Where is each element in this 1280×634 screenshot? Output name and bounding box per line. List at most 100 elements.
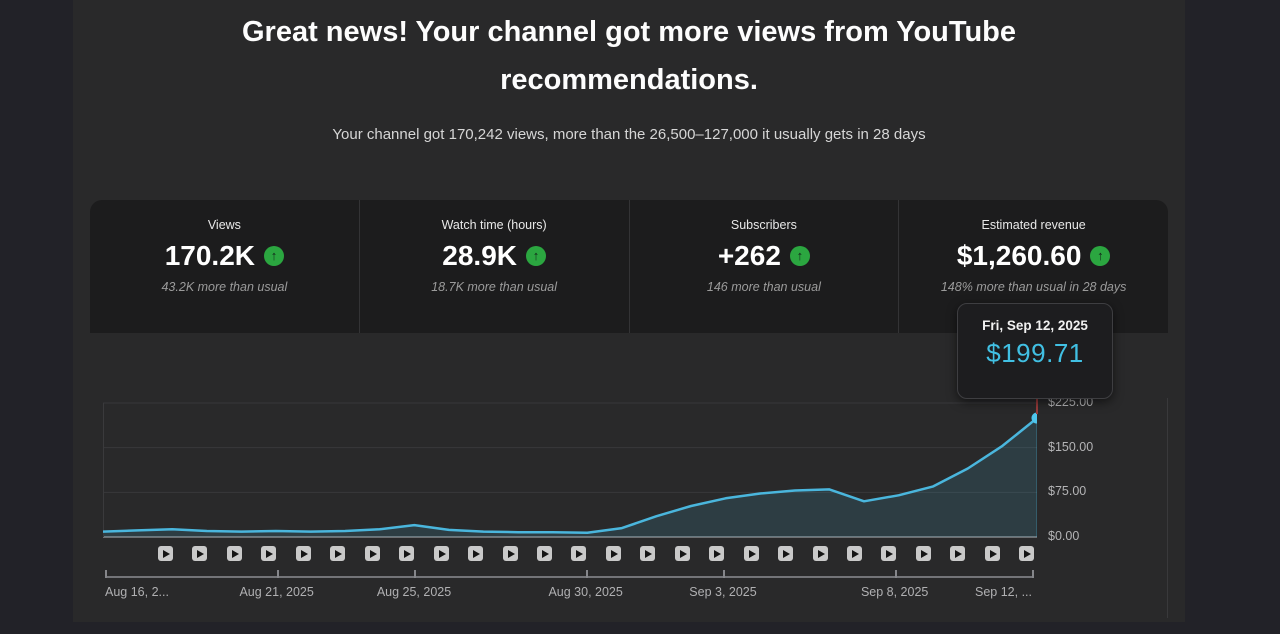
x-axis-label: Sep 8, 2025 bbox=[860, 585, 929, 599]
x-axis-label: Aug 30, 2025 bbox=[548, 585, 623, 599]
play-icon bbox=[645, 549, 653, 558]
metric-value: 170.2K bbox=[164, 240, 256, 271]
play-icon bbox=[783, 549, 791, 558]
play-icon bbox=[989, 549, 997, 558]
trend-up-icon: ↑ bbox=[789, 246, 810, 266]
video-marker[interactable] bbox=[640, 546, 656, 561]
video-marker[interactable] bbox=[226, 546, 242, 561]
metric-value: +262 bbox=[717, 240, 781, 271]
video-marker[interactable] bbox=[605, 546, 621, 561]
section-divider bbox=[1167, 398, 1168, 618]
play-icon bbox=[852, 549, 859, 558]
play-icon bbox=[473, 549, 481, 558]
y-axis-label: $150.00 bbox=[1048, 439, 1094, 454]
play-icon bbox=[197, 549, 205, 558]
trend-up-icon: ↑ bbox=[1090, 246, 1111, 266]
revenue-chart[interactable] bbox=[103, 398, 1037, 539]
metric-label: Views bbox=[207, 218, 241, 232]
video-marker[interactable] bbox=[433, 546, 449, 561]
video-marker[interactable] bbox=[743, 546, 759, 561]
video-marker[interactable] bbox=[536, 546, 552, 561]
x-axis-label: Aug 16, 2... bbox=[105, 585, 169, 599]
x-axis-label: Sep 12, ... bbox=[975, 585, 1032, 599]
video-marker[interactable] bbox=[778, 546, 794, 561]
x-axis-tick bbox=[585, 570, 588, 578]
video-marker[interactable] bbox=[984, 546, 1000, 561]
chart-tooltip: Fri, Sep 12, 2025 $199.71 bbox=[957, 303, 1113, 399]
video-marker[interactable] bbox=[881, 546, 897, 561]
metric-value: $1,260.60 bbox=[956, 240, 1082, 271]
play-icon bbox=[369, 549, 377, 558]
play-icon bbox=[748, 549, 756, 558]
metric-delta: 43.2K more than usual bbox=[161, 280, 288, 294]
metric-label: Watch time (hours) bbox=[441, 218, 547, 232]
video-marker[interactable] bbox=[812, 546, 828, 561]
video-marker[interactable] bbox=[192, 546, 208, 561]
stat-card-subscribers[interactable]: Subscribers +262 ↑ 146 more than usual bbox=[628, 200, 899, 333]
x-axis-tick bbox=[276, 570, 279, 578]
y-axis-label: $75.00 bbox=[1048, 484, 1087, 499]
x-axis-label: Aug 21, 2025 bbox=[239, 585, 314, 599]
metric-value: 28.9K bbox=[442, 240, 517, 271]
metric-delta: 18.7K more than usual bbox=[431, 280, 558, 294]
video-marker[interactable] bbox=[915, 546, 931, 561]
video-marker[interactable] bbox=[847, 546, 862, 561]
video-marker[interactable] bbox=[295, 546, 311, 561]
page-title: Great news! Your channel got more views … bbox=[241, 16, 1017, 96]
video-marker[interactable] bbox=[158, 546, 173, 561]
play-icon bbox=[300, 549, 308, 558]
play-icon bbox=[886, 549, 894, 558]
video-marker[interactable] bbox=[364, 546, 380, 561]
x-axis-tick bbox=[894, 570, 897, 578]
play-icon bbox=[817, 549, 825, 558]
play-icon bbox=[231, 549, 239, 558]
page-subtitle: Your channel got 170,242 views, more tha… bbox=[332, 126, 926, 143]
play-icon bbox=[576, 549, 584, 558]
video-marker[interactable] bbox=[709, 546, 725, 561]
play-icon bbox=[335, 549, 343, 558]
video-marker[interactable] bbox=[674, 546, 690, 561]
video-marker[interactable] bbox=[399, 546, 415, 561]
video-marker[interactable] bbox=[261, 546, 277, 561]
stat-card-estimated-revenue[interactable]: Estimated revenue $1,260.60 ↑ 148% more … bbox=[898, 200, 1168, 333]
play-icon bbox=[955, 549, 963, 558]
metric-tabs-panel: Views 170.2K ↑ 43.2K more than usual Wat… bbox=[90, 200, 1168, 333]
video-marker[interactable] bbox=[571, 546, 587, 561]
x-axis-line bbox=[105, 576, 1032, 578]
play-icon bbox=[1024, 549, 1032, 558]
metric-delta: 146 more than usual bbox=[706, 280, 821, 294]
tooltip-date: Fri, Sep 12, 2025 bbox=[982, 318, 1088, 333]
play-icon bbox=[714, 549, 722, 558]
x-axis-label: Aug 25, 2025 bbox=[376, 585, 452, 599]
y-axis-label: $0.00 bbox=[1048, 529, 1080, 543]
video-marker[interactable] bbox=[502, 546, 518, 561]
play-icon bbox=[920, 549, 928, 558]
play-icon bbox=[266, 549, 274, 558]
x-axis-tick bbox=[414, 570, 416, 578]
metric-label: Subscribers bbox=[730, 218, 797, 232]
x-axis-tick bbox=[105, 570, 107, 578]
video-marker[interactable] bbox=[950, 546, 966, 561]
play-icon bbox=[507, 549, 515, 558]
play-icon bbox=[679, 549, 687, 558]
play-icon bbox=[541, 549, 549, 558]
metric-delta: 148% more than usual in 28 days bbox=[940, 280, 1127, 294]
trend-up-icon: ↑ bbox=[525, 246, 546, 266]
hover-indicator-line bbox=[1036, 399, 1038, 414]
analytics-card: Great news! Your channel got more views … bbox=[73, 0, 1185, 622]
video-marker[interactable] bbox=[330, 546, 346, 561]
video-marker[interactable] bbox=[1019, 546, 1035, 561]
play-icon bbox=[404, 549, 412, 558]
tooltip-value: $199.71 bbox=[986, 338, 1084, 368]
play-icon bbox=[610, 549, 618, 558]
trend-up-icon: ↑ bbox=[264, 246, 285, 266]
play-icon bbox=[163, 549, 170, 558]
x-axis-label: Sep 3, 2025 bbox=[689, 585, 757, 599]
x-axis-tick bbox=[723, 570, 725, 578]
x-axis-tick bbox=[1032, 570, 1034, 578]
stat-card-watch-time[interactable]: Watch time (hours) 28.9K ↑ 18.7K more th… bbox=[358, 200, 629, 333]
stat-card-views[interactable]: Views 170.2K ↑ 43.2K more than usual bbox=[90, 200, 359, 333]
video-marker[interactable] bbox=[468, 546, 484, 561]
metric-label: Estimated revenue bbox=[981, 218, 1086, 232]
